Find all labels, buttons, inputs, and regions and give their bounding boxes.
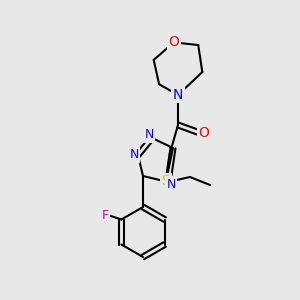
Text: N: N bbox=[166, 178, 176, 190]
Text: O: O bbox=[169, 35, 179, 49]
Text: S: S bbox=[162, 174, 170, 188]
Text: N: N bbox=[173, 88, 183, 102]
Text: F: F bbox=[102, 209, 109, 222]
Text: N: N bbox=[129, 148, 139, 161]
Text: O: O bbox=[199, 126, 209, 140]
Text: N: N bbox=[144, 128, 154, 142]
